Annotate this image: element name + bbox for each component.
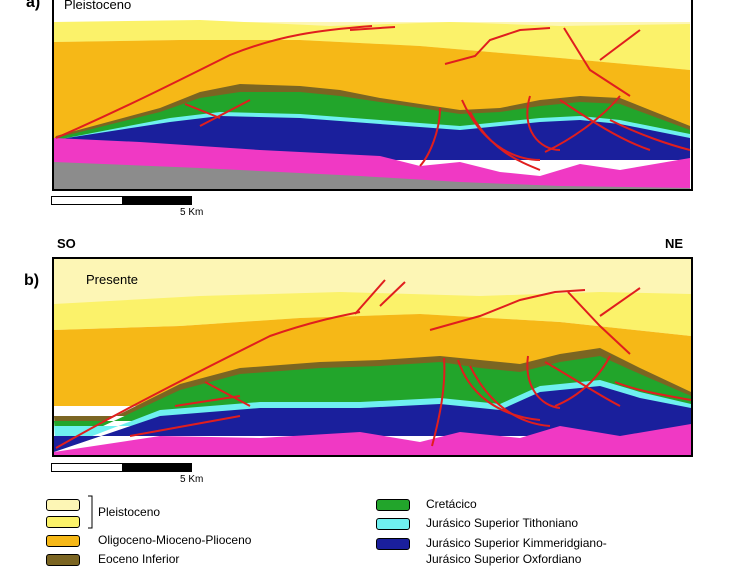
fault-b6 xyxy=(599,287,641,317)
fault-b4 xyxy=(429,289,586,331)
panel-b-pink-unit xyxy=(54,424,691,455)
legend-swatch-cretacico xyxy=(376,499,410,511)
fault-a14 xyxy=(609,119,691,151)
scalebar-b-label: 5 Km xyxy=(180,474,204,485)
panel-b-title: Presente xyxy=(86,272,138,287)
fault-a3 xyxy=(444,27,551,65)
legend-swatch-pleistoceno-upper xyxy=(46,499,80,511)
fault-b8 xyxy=(129,415,241,437)
fault-a7 xyxy=(184,103,221,119)
cross-section-panel-b: Presente xyxy=(52,257,693,457)
scalebar-a-label: 5 Km xyxy=(180,207,204,218)
legend-label-oxfordiano: Jurásico Superior Oxfordiano xyxy=(426,552,582,566)
fault-a11 xyxy=(526,95,561,151)
panel-a-faults xyxy=(55,25,691,171)
panel-a-letter: a) xyxy=(26,0,41,11)
direction-southwest: SO xyxy=(57,236,76,251)
direction-northeast: NE xyxy=(665,236,684,251)
panel-a-pleistoceno-lower xyxy=(54,20,690,70)
fault-b1 xyxy=(55,311,361,449)
legend-label-pleistoceno: Pleistoceno xyxy=(98,505,161,519)
fault-b13 xyxy=(526,355,561,409)
panel-b-pleistoceno-lower xyxy=(54,292,691,336)
fault-b3 xyxy=(379,281,406,307)
panel-a-title: Pleistoceno xyxy=(64,0,131,12)
scalebar-a-white xyxy=(51,196,123,205)
fault-b16 xyxy=(614,381,692,401)
fault-a8 xyxy=(419,107,441,167)
fault-b2 xyxy=(354,279,386,315)
scalebar-b-black xyxy=(122,463,192,472)
legend-swatch-pleistoceno-lower xyxy=(46,516,80,528)
fault-a1 xyxy=(55,25,373,139)
panel-a-basement xyxy=(54,162,690,189)
legend-label-cretacico: Cretácico xyxy=(426,497,477,511)
legend-swatch-kimmeridgiano xyxy=(376,538,410,550)
fault-b10 xyxy=(431,357,446,447)
fault-a2 xyxy=(349,26,396,31)
fault-b9 xyxy=(204,381,251,407)
fault-a4 xyxy=(563,27,631,97)
legend-bracket xyxy=(88,495,93,529)
legend-swatch-tithoniano xyxy=(376,518,410,530)
legend-label-tithoniano: Jurásico Superior Tithoniano xyxy=(426,516,579,530)
fault-a10 xyxy=(469,111,541,171)
fault-b11 xyxy=(457,359,541,421)
legend-swatch-oligoceno xyxy=(46,535,80,547)
fault-b5 xyxy=(567,291,631,355)
legend-swatch-eoceno xyxy=(46,554,80,566)
fault-a13 xyxy=(544,95,621,153)
scalebar-b-white xyxy=(51,463,123,472)
legend-label-kimmeridgiano: Jurásico Superior Kimmeridgiano- xyxy=(426,536,607,550)
fault-b12 xyxy=(469,365,551,427)
fault-a6 xyxy=(199,99,251,127)
legend-label-oligoceno: Oligoceno-Mioceno-Plioceno xyxy=(98,533,252,547)
panel-b-faults xyxy=(55,279,692,449)
fault-b7 xyxy=(174,395,241,407)
fault-a12 xyxy=(559,99,651,151)
fault-a5 xyxy=(599,29,641,61)
scalebar-a-black xyxy=(122,196,192,205)
fault-b15 xyxy=(554,355,611,407)
fault-b14 xyxy=(544,361,621,407)
cross-section-panel-a: Pleistoceno xyxy=(52,0,693,191)
legend-label-eoceno: Eoceno Inferior xyxy=(98,552,180,566)
panel-b-letter: b) xyxy=(24,272,40,289)
